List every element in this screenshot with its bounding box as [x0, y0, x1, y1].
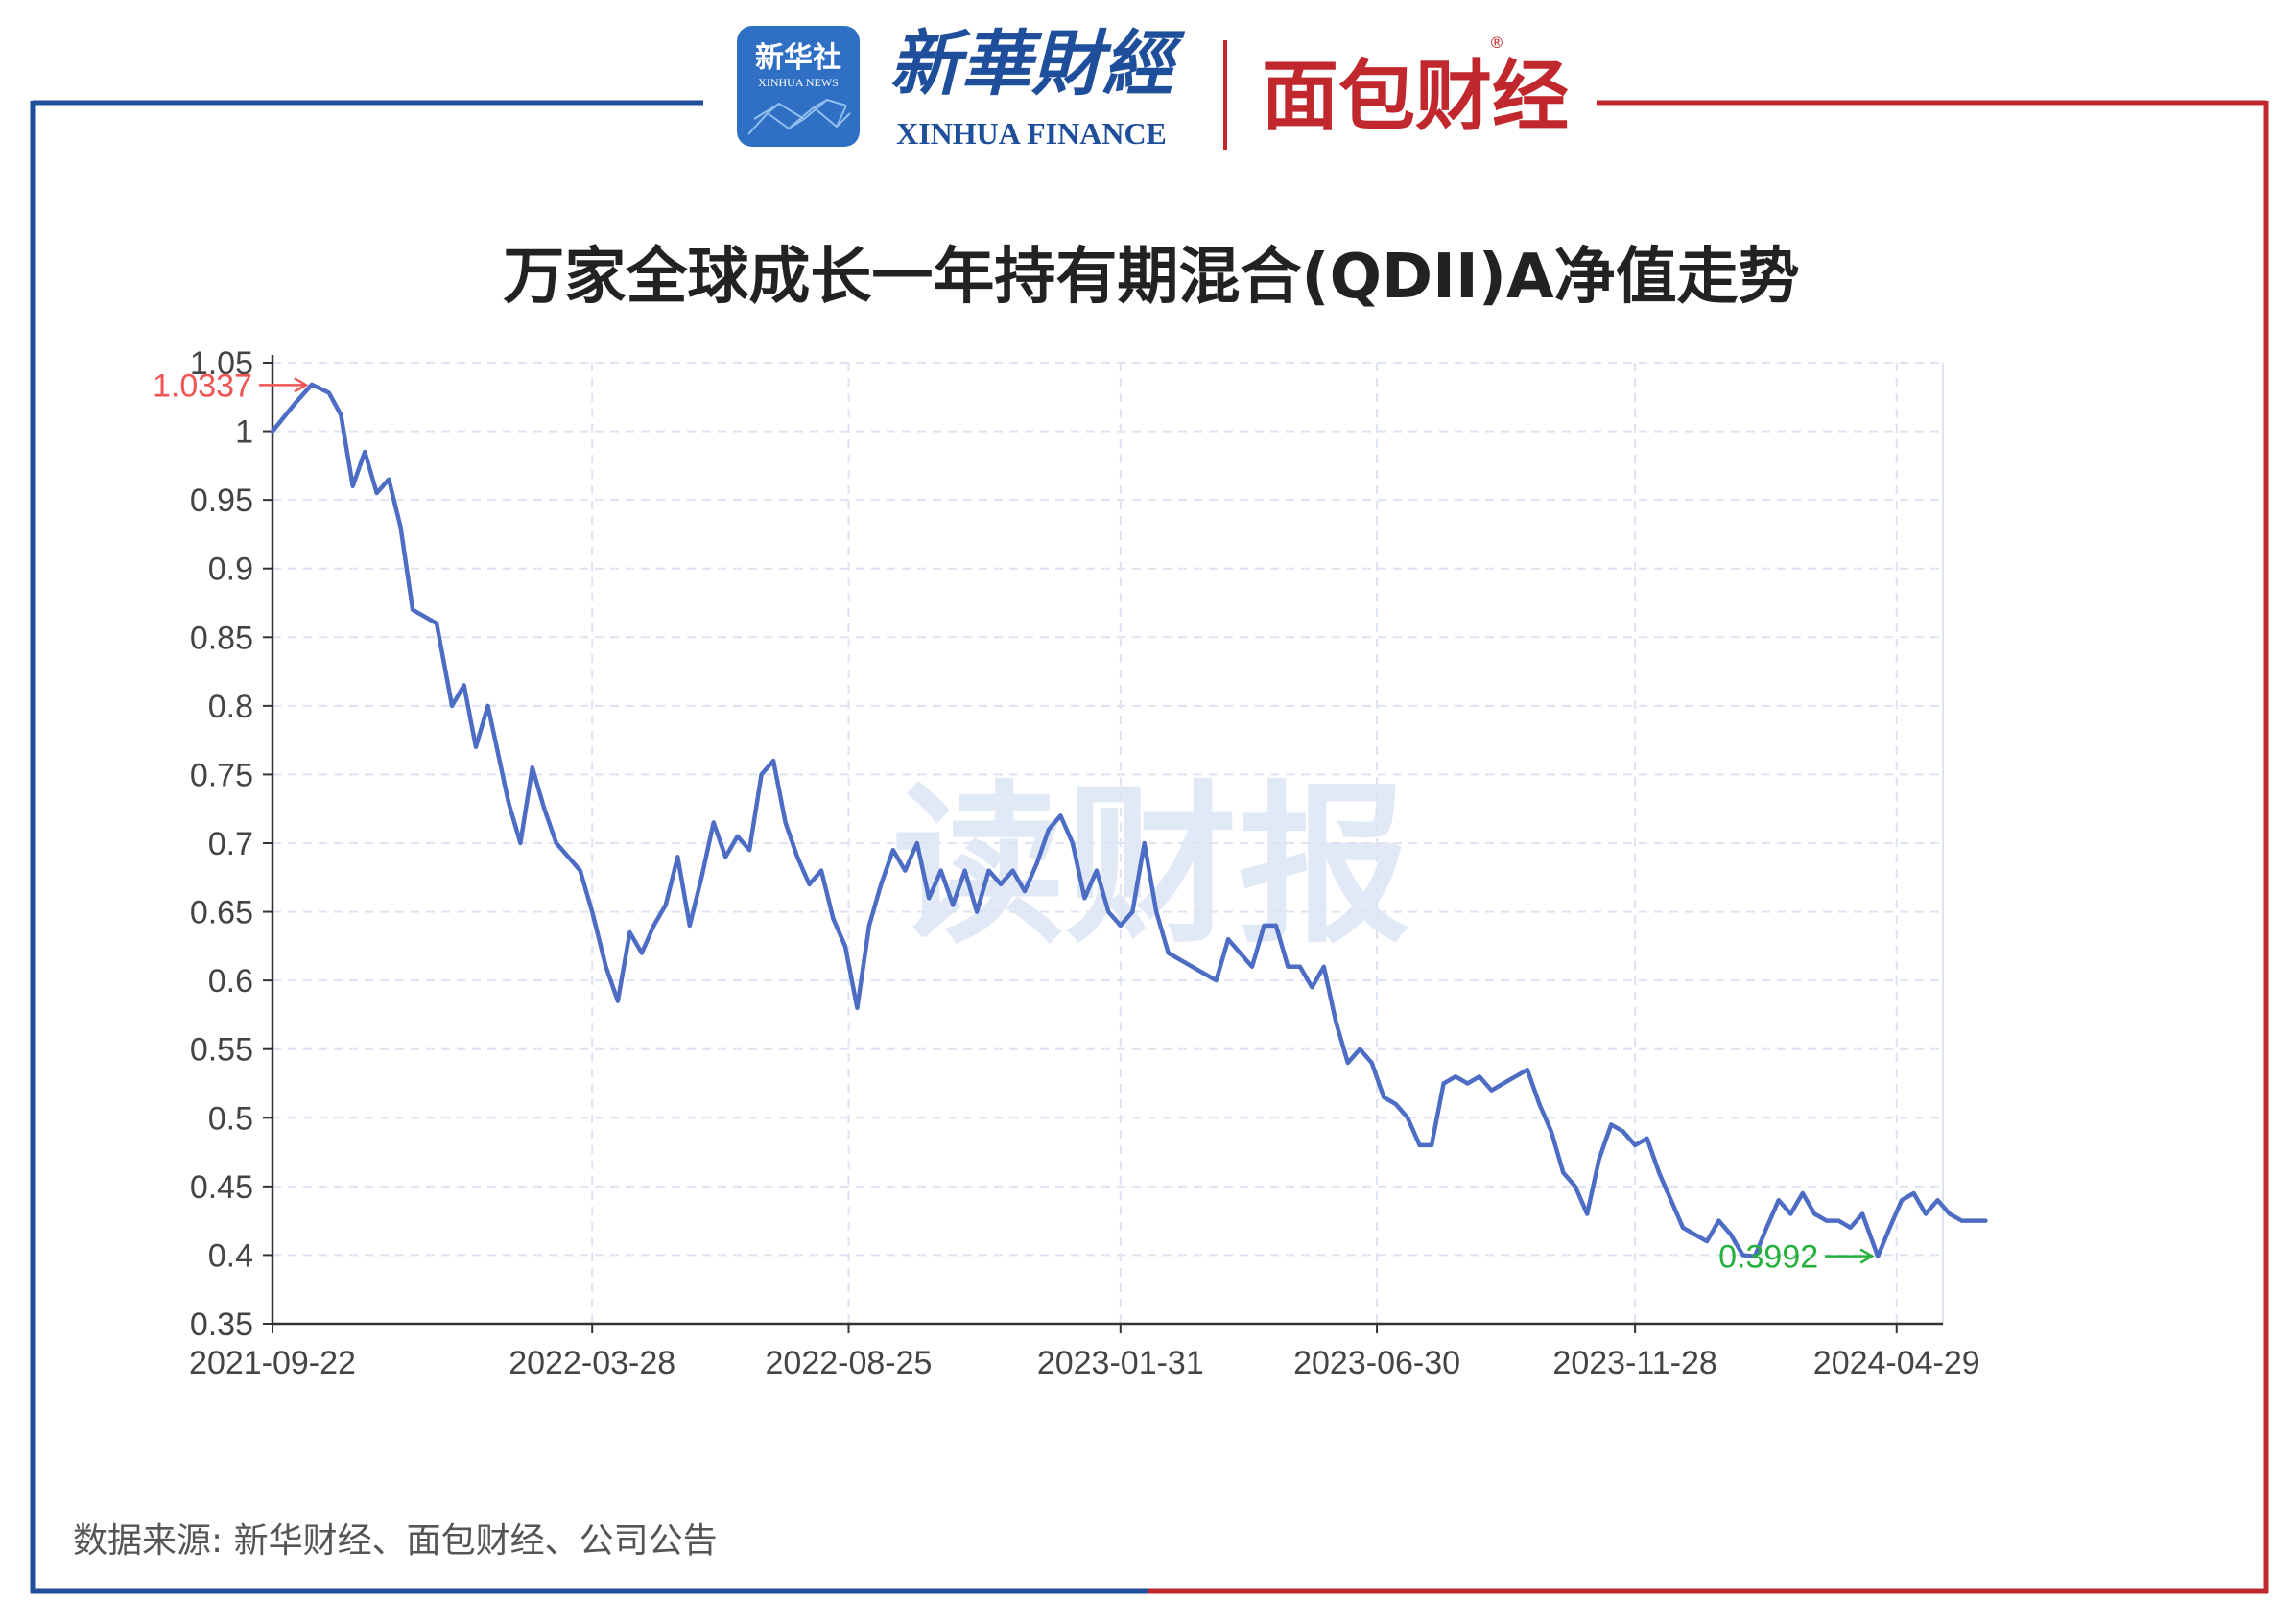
xinhua-finance-cn: 新華財經: [889, 23, 1186, 106]
annotation-max-label: 1.0337: [153, 367, 252, 404]
y-tick-label: 1.05: [190, 345, 253, 382]
annotation-max-arrowhead: [294, 377, 309, 393]
network-icon: [747, 98, 851, 135]
x-tick-label: 2023-01-31: [1037, 1345, 1204, 1381]
xinhua-badge-subtext: XINHUA NEWS: [758, 76, 839, 89]
x-axis-ticks: 2021-09-22 2022-03-28 2022-08-25 2023-01-31…: [189, 1345, 1980, 1381]
x-tick-label: 2022-08-25: [766, 1345, 933, 1381]
source-note: 数据来源: 新华财经、面包财经、公司公告: [73, 1521, 718, 1561]
xinhua-finance-en: XINHUA FINANCE: [896, 116, 1167, 151]
y-tick-label: 0.45: [190, 1169, 253, 1206]
axes: [263, 355, 1943, 1333]
xinhua-badge-bg: [737, 26, 860, 147]
y-tick-label: 0.5: [208, 1100, 253, 1137]
y-tick-label: 0.6: [208, 963, 253, 1000]
nav-series-line: [270, 382, 1988, 1259]
mianbao-finance-logo: 面包财经: [1262, 52, 1569, 141]
annotation-min-arrowhead: [1859, 1248, 1875, 1264]
x-tick-label: 2022-03-28: [509, 1345, 675, 1381]
y-tick-label: 0.85: [190, 620, 253, 656]
x-tick-label: 2023-06-30: [1293, 1345, 1460, 1381]
registered-mark: ®: [1489, 34, 1504, 52]
y-tick-label: 0.35: [190, 1306, 253, 1343]
x-tick-label: 2023-11-28: [1552, 1345, 1716, 1381]
y-tick-label: 0.7: [208, 826, 253, 862]
y-tick-label: 0.9: [208, 552, 253, 588]
x-tick-label: 2024-04-29: [1813, 1345, 1980, 1381]
watermark: 读财报: [892, 766, 1410, 967]
series: [270, 382, 1988, 1259]
page-frame: [30, 100, 2269, 1594]
y-tick-label: 0.95: [190, 482, 253, 519]
y-tick-label: 0.65: [190, 895, 253, 931]
y-tick-label: 0.55: [190, 1032, 253, 1069]
grid: [272, 362, 1944, 1324]
y-tick-label: 0.4: [208, 1237, 253, 1274]
y-tick-label: 0.8: [208, 689, 253, 725]
y-tick-label: 1: [235, 414, 253, 451]
annotation-min-label: 0.3992: [1718, 1239, 1818, 1276]
xinhua-badge-text: 新华社: [755, 41, 841, 75]
annotations: 1.0337 0.3992: [153, 367, 1875, 1276]
x-tick-label: 2021-09-22: [189, 1345, 356, 1381]
chart-title: 万家全球成长一年持有期混合(QDII)A净值走势: [503, 242, 1799, 313]
xinhua-news-logo: 新华社 XINHUA NEWS: [737, 26, 860, 147]
y-tick-label: 0.75: [190, 757, 253, 793]
header-logos: 新华社 XINHUA NEWS 新華財經 XINHUA FINANCE 面包财经…: [737, 23, 1569, 151]
y-axis-ticks: 0.35 0.4 0.45 0.5 0.55 0.6 0.65 0.7 0.75 0.8 0.85 0…: [190, 345, 253, 1343]
